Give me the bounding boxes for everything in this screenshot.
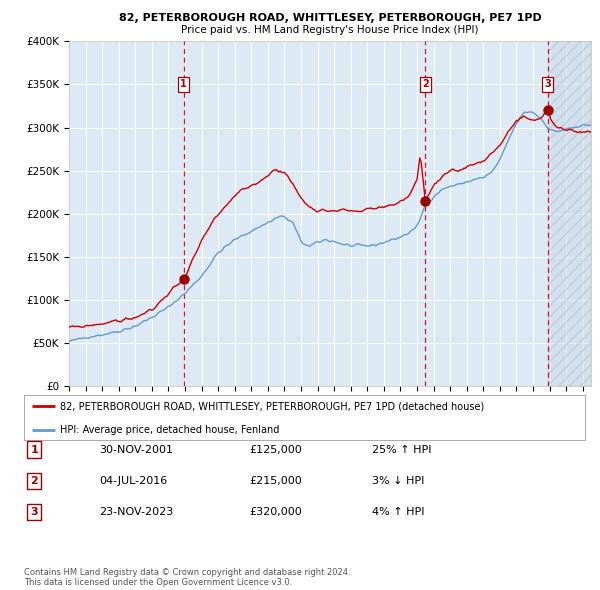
Text: 4% ↑ HPI: 4% ↑ HPI (372, 507, 425, 517)
Text: Price paid vs. HM Land Registry's House Price Index (HPI): Price paid vs. HM Land Registry's House … (181, 25, 479, 35)
Text: 2: 2 (422, 80, 429, 90)
Text: 23-NOV-2023: 23-NOV-2023 (99, 507, 173, 517)
Text: £215,000: £215,000 (249, 476, 302, 486)
Text: 2: 2 (31, 476, 38, 486)
Bar (548, 41, 591, 386)
Text: Contains HM Land Registry data © Crown copyright and database right 2024.
This d: Contains HM Land Registry data © Crown c… (24, 568, 350, 587)
Text: 1: 1 (31, 445, 38, 454)
Text: £125,000: £125,000 (249, 445, 302, 454)
Text: 1: 1 (180, 80, 187, 90)
Text: 30-NOV-2001: 30-NOV-2001 (99, 445, 173, 454)
Text: 82, PETERBOROUGH ROAD, WHITTLESEY, PETERBOROUGH, PE7 1PD (detached house): 82, PETERBOROUGH ROAD, WHITTLESEY, PETER… (61, 401, 485, 411)
Text: 04-JUL-2016: 04-JUL-2016 (99, 476, 167, 486)
Text: 3: 3 (31, 507, 38, 517)
Text: 25% ↑ HPI: 25% ↑ HPI (372, 445, 431, 454)
Text: HPI: Average price, detached house, Fenland: HPI: Average price, detached house, Fenl… (61, 425, 280, 435)
Text: £320,000: £320,000 (249, 507, 302, 517)
Text: 3% ↓ HPI: 3% ↓ HPI (372, 476, 424, 486)
Text: 3: 3 (545, 80, 551, 90)
Text: 82, PETERBOROUGH ROAD, WHITTLESEY, PETERBOROUGH, PE7 1PD: 82, PETERBOROUGH ROAD, WHITTLESEY, PETER… (119, 13, 541, 23)
